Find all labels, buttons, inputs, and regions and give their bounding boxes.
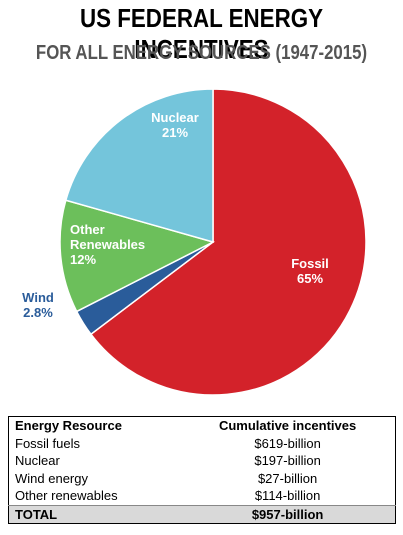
header-cumulative-incentives: Cumulative incentives [218,418,357,433]
pie-slice-nuclear [64,88,214,243]
table-header-row: Energy Resource Cumulative incentives [9,417,396,435]
table-row: Fossil fuels $619-billion [9,435,396,453]
total-amount: $957-billion [180,504,396,524]
slice-value-wind: 2.8% [23,305,53,320]
row-resource: Other renewables [15,488,118,503]
slice-label-other-renewables: Other [70,222,105,237]
pie-slice-other-renewables [59,199,216,313]
table-row: Other renewables $114-billion [9,487,396,505]
slice-value-nuclear: 21% [162,125,188,140]
row-amount: $27-billion [257,470,318,486]
slice-label-fossil: Fossil [291,256,329,271]
header-energy-resource: Energy Resource [15,418,122,433]
slice-value-fossil: 65% [297,271,323,286]
chart-title: US FEDERAL ENERGY INCENTIVES [79,3,324,64]
slice-label-wind: Wind [22,290,54,305]
slice-label-nuclear: Nuclear [151,110,199,125]
row-resource: Fossil fuels [15,435,81,451]
slice-label-other-renewables: Renewables [70,237,145,252]
table-row: Nuclear $197-billion [9,452,396,470]
pie-slice-fossil [89,88,367,396]
total-label: TOTAL [8,504,181,524]
row-resource: Wind energy [15,470,88,486]
table-row: Wind energy $27-billion [9,470,396,488]
row-amount: $619-billion [254,435,321,451]
table-total-row: TOTAL $957-billion [8,504,396,524]
row-resource: Nuclear [15,453,60,468]
slice-value-other-renewables: 12% [70,252,96,267]
incentives-table: Energy Resource Cumulative incentives Fo… [8,416,396,524]
chart-subtitle: FOR ALL ENERGY SOURCES (1947-2015) [35,42,368,64]
row-amount: $114-billion [254,488,321,503]
row-amount: $197-billion [254,453,321,468]
